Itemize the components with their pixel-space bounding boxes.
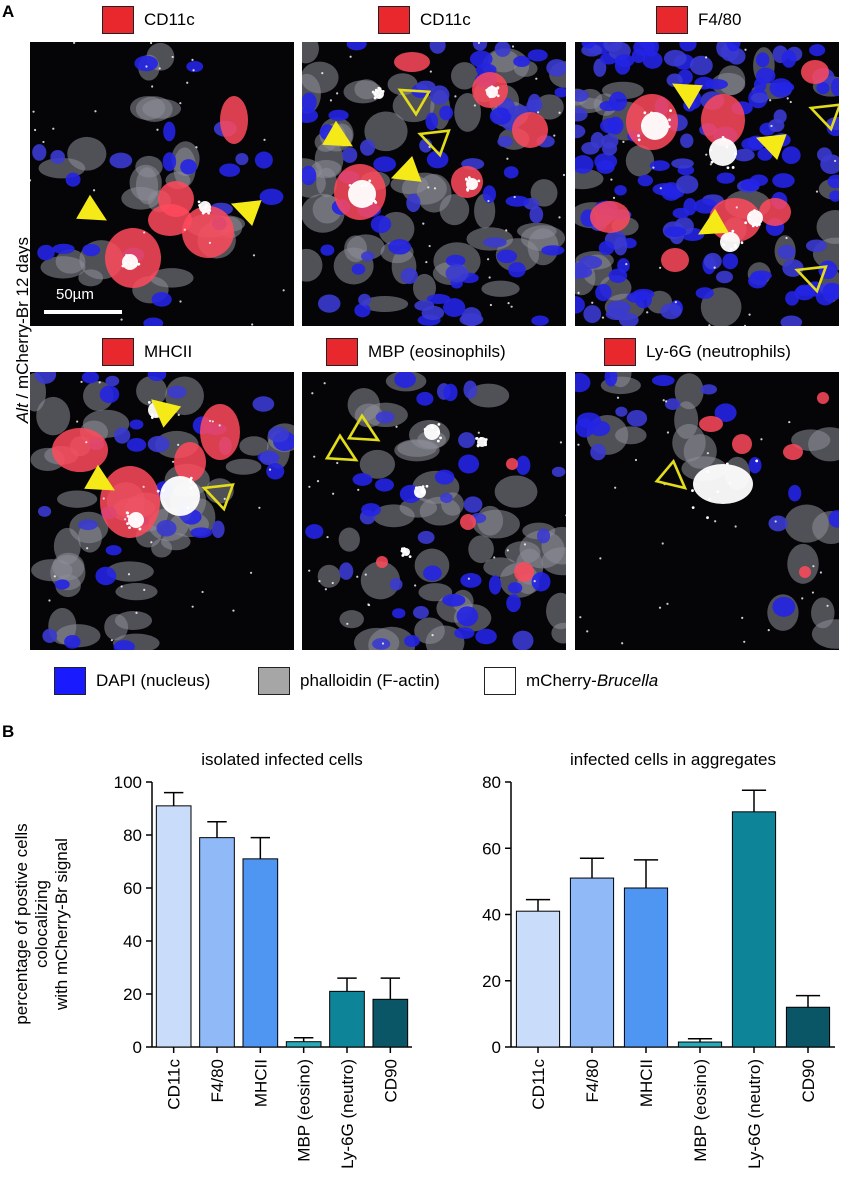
stain-label-text: CD11c [420, 10, 471, 29]
legend-swatch-dapi [54, 667, 86, 695]
micrograph-5 [302, 372, 566, 656]
chart-title: infected cells in aggregates [570, 750, 776, 769]
bar [199, 837, 235, 1048]
legend-phalloidin: phalloidin (F-actin) [258, 667, 440, 695]
y-tick-label: 80 [123, 826, 142, 845]
stain-swatch [378, 6, 410, 34]
micrograph-2 [302, 42, 566, 326]
bar [515, 910, 561, 1048]
bar [677, 1041, 723, 1048]
legend-dapi: DAPI (nucleus) [54, 667, 210, 695]
legend-mcherry: mCherry- Brucella [484, 667, 658, 695]
stain-label-text: MBP (eosinophils) [368, 342, 506, 361]
stain-swatch [326, 338, 358, 366]
legend-swatch-phalloidin [258, 667, 290, 695]
chart-aggregates: infected cells in aggregates 0 20 40 60 80 CD1… [420, 730, 843, 1195]
panel-a-letter: A [2, 2, 15, 21]
y-tick-label: 60 [482, 839, 501, 858]
micrograph-4 [30, 372, 294, 656]
stain-label-text: Ly-6G (neutrophils) [646, 342, 791, 361]
y-tick-label: 0 [492, 1038, 501, 1057]
x-tick-label: Ly-6G (neutro) [338, 1059, 357, 1169]
stain-label-4: MHCII [102, 338, 192, 366]
micrograph-6 [575, 372, 839, 656]
stain-label-2: CD11c [378, 6, 471, 34]
panel-b-letter: B [2, 722, 15, 741]
legend-label-italic: Brucella [596, 671, 659, 690]
bar [285, 1041, 322, 1048]
x-tick-label: Ly-6G (neutro) [745, 1059, 764, 1169]
stain-swatch [102, 338, 134, 366]
stain-label-5: MBP (eosinophils) [326, 338, 506, 366]
bar [242, 858, 279, 1048]
y-tick-label: 100 [114, 773, 142, 792]
y-tick-label: 20 [123, 985, 142, 1004]
x-tick-label: MBP (eosino) [295, 1059, 314, 1162]
stain-label-3: F4/80 [656, 6, 741, 34]
bar [731, 811, 777, 1048]
x-tick-label: CD11c [529, 1059, 548, 1110]
bar [155, 805, 192, 1048]
y-tick-label: 0 [133, 1038, 142, 1057]
bar [785, 1006, 831, 1048]
micrograph-3 [575, 42, 839, 326]
y-tick-label: 60 [123, 879, 142, 898]
scale-bar [44, 310, 122, 314]
stain-swatch [102, 6, 134, 34]
y-tick-label: 40 [482, 906, 501, 925]
chart-title: isolated infected cells [201, 750, 363, 769]
x-tick-label: MBP (eosino) [691, 1059, 710, 1162]
x-tick-label: CD90 [799, 1059, 818, 1102]
stain-label-text: F4/80 [698, 10, 742, 29]
y-tick-label: 20 [482, 972, 501, 991]
scale-bar-label: 50µm [56, 286, 94, 303]
chart-isolated: isolated infected cells 0 20 40 60 80 100 CD11c… [0, 730, 420, 1195]
y-tick-label: 80 [482, 773, 501, 792]
x-tick-label: MHCII [251, 1059, 270, 1107]
stain-label-6: Ly-6G (neutrophils) [604, 338, 791, 366]
x-tick-label: CD11c [165, 1059, 184, 1110]
x-tick-label: CD90 [381, 1059, 400, 1102]
x-tick-label: F4/80 [208, 1059, 227, 1102]
legend-label: phalloidin (F-actin) [300, 671, 440, 690]
stain-label-1: CD11c [102, 6, 195, 34]
y-tick-label: 40 [123, 932, 142, 951]
legend-label: mCherry- [526, 671, 597, 690]
x-tick-label: MHCII [637, 1059, 656, 1107]
micrograph-1 [30, 42, 294, 326]
stain-label-text: CD11c [144, 10, 195, 29]
x-tick-label: F4/80 [583, 1059, 602, 1102]
bar [329, 990, 365, 1048]
bar [569, 877, 615, 1048]
legend-label: DAPI (nucleus) [96, 671, 211, 690]
stain-swatch [656, 6, 688, 34]
bar [372, 998, 409, 1048]
legend-swatch-mcherry [484, 667, 516, 695]
bar [623, 887, 669, 1048]
stain-swatch [604, 338, 636, 366]
stain-label-text: MHCII [144, 342, 193, 361]
